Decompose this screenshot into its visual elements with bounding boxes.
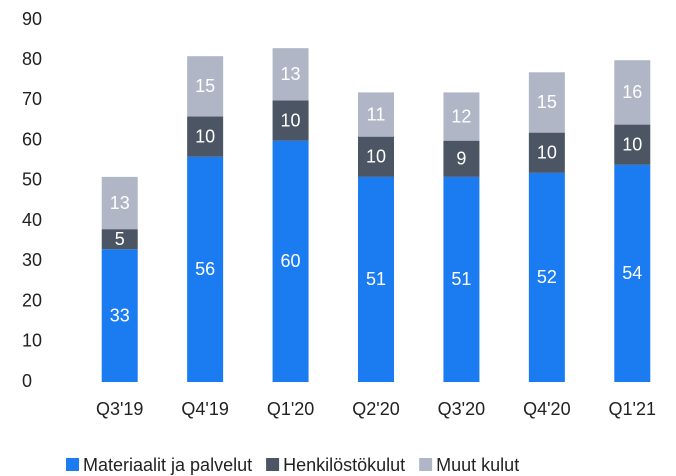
y-tick-label: 30 xyxy=(22,250,42,270)
legend-label: Materiaalit ja palvelut xyxy=(83,455,252,475)
y-tick-label: 20 xyxy=(22,290,42,310)
data-label: 10 xyxy=(195,126,215,146)
y-tick-label: 40 xyxy=(22,210,42,230)
bar-segment xyxy=(614,124,651,165)
x-tick-label: Q1'20 xyxy=(267,399,314,419)
data-label: 33 xyxy=(110,305,130,325)
bar-segment xyxy=(528,72,565,133)
legend-swatch xyxy=(66,458,79,471)
data-label: 5 xyxy=(115,229,125,249)
data-label: 10 xyxy=(622,134,642,154)
data-label: 51 xyxy=(451,269,471,289)
bar-segment xyxy=(358,92,394,137)
data-label: 13 xyxy=(281,64,301,84)
data-label: 9 xyxy=(456,149,466,169)
bar-segment xyxy=(101,176,138,230)
legend-swatch xyxy=(266,458,280,471)
data-label: 60 xyxy=(281,251,301,271)
bar-segment xyxy=(358,176,394,382)
bar-segment xyxy=(443,176,480,382)
data-label: 56 xyxy=(195,259,215,279)
data-label: 13 xyxy=(110,193,130,213)
x-tick-label: Q4'20 xyxy=(523,399,570,419)
x-tick-label: Q3'19 xyxy=(96,399,143,419)
bar-segment xyxy=(187,56,224,117)
y-tick-label: 0 xyxy=(22,371,32,391)
legend-label: Henkilöstökulut xyxy=(283,455,405,475)
bar-segment xyxy=(272,100,309,141)
y-tick-label: 60 xyxy=(22,129,42,149)
bar-segment xyxy=(101,229,138,250)
data-label: 52 xyxy=(537,267,557,287)
bar-segment xyxy=(614,60,651,125)
bar-segment xyxy=(187,156,224,382)
bar-segment xyxy=(614,164,651,382)
x-tick-label: Q2'20 xyxy=(352,399,399,419)
bar-segment xyxy=(443,140,480,177)
x-tick-label: Q4'19 xyxy=(181,399,228,419)
y-tick-label: 70 xyxy=(22,89,42,109)
bar-segment xyxy=(272,140,309,382)
data-label: 11 xyxy=(367,104,386,124)
data-label: 15 xyxy=(195,76,215,96)
data-label: 10 xyxy=(366,147,386,167)
data-label: 12 xyxy=(451,106,471,126)
bar-segment xyxy=(187,116,224,157)
legend-swatch xyxy=(419,458,433,471)
bar-segment xyxy=(528,172,565,382)
data-label: 16 xyxy=(622,82,642,102)
data-label: 15 xyxy=(537,92,557,112)
data-label: 10 xyxy=(281,110,301,130)
x-tick-label: Q1'21 xyxy=(609,399,656,419)
legend-label: Muut kulut xyxy=(436,455,519,475)
x-tick-label: Q3'20 xyxy=(438,399,485,419)
y-tick-label: 80 xyxy=(22,49,42,69)
data-label: 10 xyxy=(537,142,557,162)
y-tick-label: 90 xyxy=(22,9,42,29)
bar-segment xyxy=(101,249,138,382)
data-label: 54 xyxy=(622,263,642,283)
bar-segment xyxy=(528,132,565,173)
bar-segment xyxy=(272,48,309,101)
data-label: 51 xyxy=(366,269,386,289)
y-tick-label: 10 xyxy=(22,331,42,351)
y-tick-label: 50 xyxy=(22,170,42,190)
bar-segment xyxy=(358,136,394,177)
bar-segment xyxy=(443,92,480,141)
